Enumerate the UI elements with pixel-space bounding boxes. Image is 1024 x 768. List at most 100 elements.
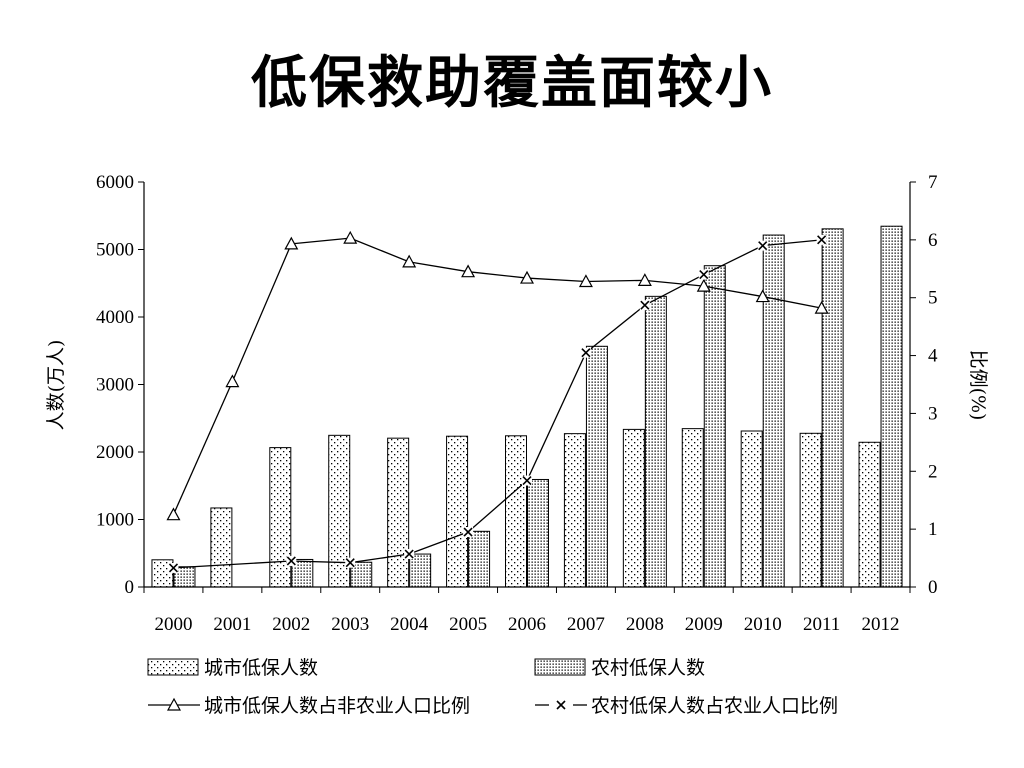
bar-rural-2008 [644,295,667,588]
y2-tick-label: 2 [928,461,938,482]
series-line-segment [409,261,469,273]
y-tick-label: 4000 [96,307,134,328]
series-line-segment [291,237,351,245]
x-marker-stroke [168,563,179,573]
point-rural-ratio-2005 [463,527,474,538]
point-rural-ratio-2011 [816,234,827,245]
x-marker-stroke [463,527,473,537]
x-tick-label: 2012 [862,614,900,635]
x-tick-label: 2011 [803,614,840,635]
y2-tick-label: 6 [928,230,938,251]
x-tick-label: 2010 [744,614,782,635]
x-tick-label: 2001 [213,614,251,635]
x-marker-stroke [817,235,827,245]
bar-rural-2005 [468,530,491,588]
y-tick-label: 3000 [96,375,134,396]
bar-urban-2004 [387,437,410,588]
y-tick-label: 5000 [96,240,134,261]
bar-rural-2009 [703,265,726,588]
legend-swatch [147,658,199,676]
bars [151,225,903,588]
point-urban-ratio-2009 [696,278,711,292]
x-tick-label: 2002 [272,614,310,635]
x-marker-icon [556,700,566,710]
bar-urban-2011 [799,432,822,588]
x-tick-label: 2007 [567,614,605,635]
series-line-segment [585,279,645,283]
point-urban-ratio-2000 [166,507,181,521]
y2-axis-title: 比例(%) [967,350,989,421]
bar-rural-2012 [880,225,903,588]
bar-urban-2006 [505,435,527,588]
point-rural-ratio-2003 [345,557,356,568]
series-line-segment [291,560,351,564]
bar-urban-2001 [210,507,233,588]
x-tick-label: 2009 [685,614,723,635]
point-urban-ratio-2003 [343,230,358,244]
series-line-segment [408,531,469,555]
series-line-segment [350,553,410,564]
bar-urban-2008 [622,428,645,588]
series-line-segment [231,243,292,382]
point-urban-ratio-2008 [637,273,652,286]
series-line-segment [703,245,763,276]
series-line-segment [173,560,292,569]
x-marker-stroke [581,348,591,358]
x-tick-label: 2004 [390,614,429,635]
legend-label: 城市低保人数 [204,657,318,679]
point-urban-ratio-2010 [755,289,770,303]
y-tick-label: 1000 [96,510,134,531]
series-line-segment [762,295,822,309]
x-marker-stroke [522,475,532,486]
point-urban-ratio-2002 [284,236,299,250]
point-rural-ratio-2009 [698,269,709,280]
triangle-marker-icon [166,697,182,711]
point-urban-ratio-2011 [814,300,829,314]
y2-tick-label: 4 [928,346,938,367]
point-urban-ratio-2006 [519,270,535,284]
series-line-segment [468,271,528,279]
series-line-segment [467,480,528,533]
series-line-segment [644,273,705,306]
bar-urban-2002 [269,447,292,588]
legend-label: 农村低保人数占农业人口比例 [591,695,838,717]
page-title: 低保救助覆盖面较小 [251,50,773,116]
x-tick-label: 2008 [626,614,664,635]
point-rural-ratio-2006 [522,475,532,486]
y-axis-title: 人数(万人) [45,340,67,431]
x-marker-stroke [758,241,768,251]
series-line-segment [703,285,763,298]
bar-urban-2005 [446,435,469,588]
point-urban-ratio-2001 [225,374,240,388]
bar-rural-2011 [821,228,844,588]
x-tick-label: 2003 [331,614,369,635]
y-tick-label: 6000 [96,172,134,193]
x-tick-label: 2000 [154,614,192,635]
bar-urban-2010 [740,430,763,588]
series-lines [166,230,829,573]
y-tick-label: 2000 [96,442,134,463]
legend-label: 农村低保人数 [591,657,705,679]
point-urban-ratio-2007 [578,274,593,288]
series-line-segment [526,277,586,283]
point-rural-ratio-2000 [168,562,179,573]
x-tick-label: 2006 [508,614,546,635]
bar-urban-2009 [681,428,704,588]
legend-rural-ratio: 农村低保人数占农业人口比例 [535,695,838,717]
bar-rural-2007 [585,345,608,588]
point-rural-ratio-2007 [580,347,591,358]
bar-urban-2012 [858,441,881,588]
legend-rural-count: 农村低保人数 [534,657,705,679]
y2-tick-label: 3 [928,403,938,424]
point-rural-ratio-2004 [404,549,415,560]
series-line-segment [172,381,233,515]
x-marker-stroke [286,556,296,566]
point-urban-ratio-2004 [402,254,417,268]
y2-tick-label: 5 [928,288,938,309]
x-marker-stroke [345,558,355,568]
x-tick-label: 2005 [449,614,487,635]
legend-label: 城市低保人数占非农业人口比例 [204,695,470,717]
point-rural-ratio-2008 [639,300,650,311]
